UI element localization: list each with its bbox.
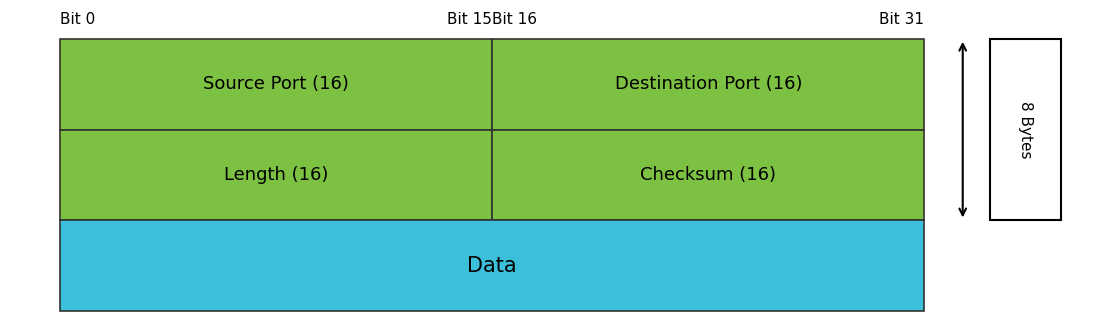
Text: Length (16): Length (16)	[224, 166, 328, 184]
Text: 8 Bytes: 8 Bytes	[1019, 101, 1033, 158]
Text: Bit 31: Bit 31	[880, 12, 924, 27]
Bar	[60, 130, 492, 220]
Text: Data: Data	[467, 256, 517, 276]
Bar	[492, 39, 924, 130]
Bar	[60, 39, 492, 130]
Text: Bit 15: Bit 15	[447, 12, 492, 27]
Text: Bit 16: Bit 16	[492, 12, 537, 27]
Bar	[492, 130, 924, 220]
Text: Source Port (16): Source Port (16)	[203, 75, 349, 93]
Bar	[60, 220, 924, 311]
Bar	[990, 39, 1061, 220]
Text: Checksum (16): Checksum (16)	[640, 166, 777, 184]
Text: Destination Port (16): Destination Port (16)	[615, 75, 802, 93]
Text: Bit 0: Bit 0	[60, 12, 95, 27]
